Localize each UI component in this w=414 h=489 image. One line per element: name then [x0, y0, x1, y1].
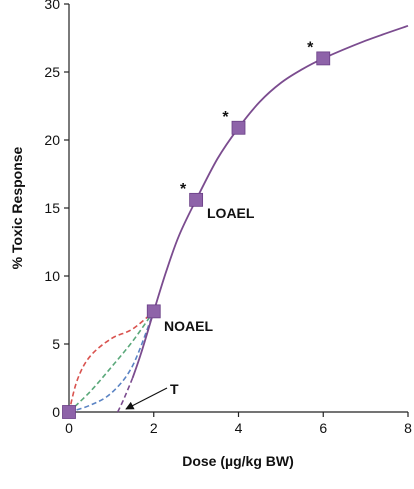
- data-point: [146, 304, 161, 319]
- x-tick-label: 2: [150, 420, 158, 436]
- y-tick-label: 10: [44, 268, 60, 284]
- data-point: [189, 192, 204, 207]
- y-tick-label: 15: [44, 200, 60, 216]
- data-point: [62, 405, 76, 419]
- y-tick-label: 30: [44, 0, 60, 12]
- x-tick-label: 6: [319, 420, 327, 436]
- data-point: [316, 51, 331, 66]
- main-curve-extrapolated: [116, 377, 134, 413]
- y-tick-label: 5: [52, 336, 60, 352]
- dashed-curve: [68, 310, 155, 413]
- x-tick-label: 8: [404, 420, 412, 436]
- x-axis-title: Dose (µg/kg BW): [182, 453, 294, 469]
- threshold-arrow: [125, 387, 168, 410]
- y-tick-label: 20: [44, 132, 60, 148]
- significance-star: *: [180, 181, 187, 198]
- y-tick-label: 0: [52, 404, 60, 420]
- threshold-label: T: [170, 381, 179, 397]
- axes: 0 5 10 15 20 25 30 0 2 4 6 8: [44, 0, 412, 436]
- significance-star: *: [307, 39, 314, 56]
- noael-label: NOAEL: [164, 318, 213, 334]
- loael-label: LOAEL: [207, 205, 255, 221]
- y-axis-title: % Toxic Response: [9, 146, 25, 269]
- data-point: [231, 120, 246, 135]
- data-markers: * * *: [62, 39, 331, 419]
- dashed-curve: [68, 311, 155, 413]
- dashed-curve: [68, 310, 155, 413]
- annotations: LOAEL NOAEL T: [125, 205, 255, 410]
- x-tick-label: 4: [235, 420, 243, 436]
- x-tick-label: 0: [65, 420, 73, 436]
- y-tick-label: 25: [44, 64, 60, 80]
- significance-star: *: [222, 109, 229, 126]
